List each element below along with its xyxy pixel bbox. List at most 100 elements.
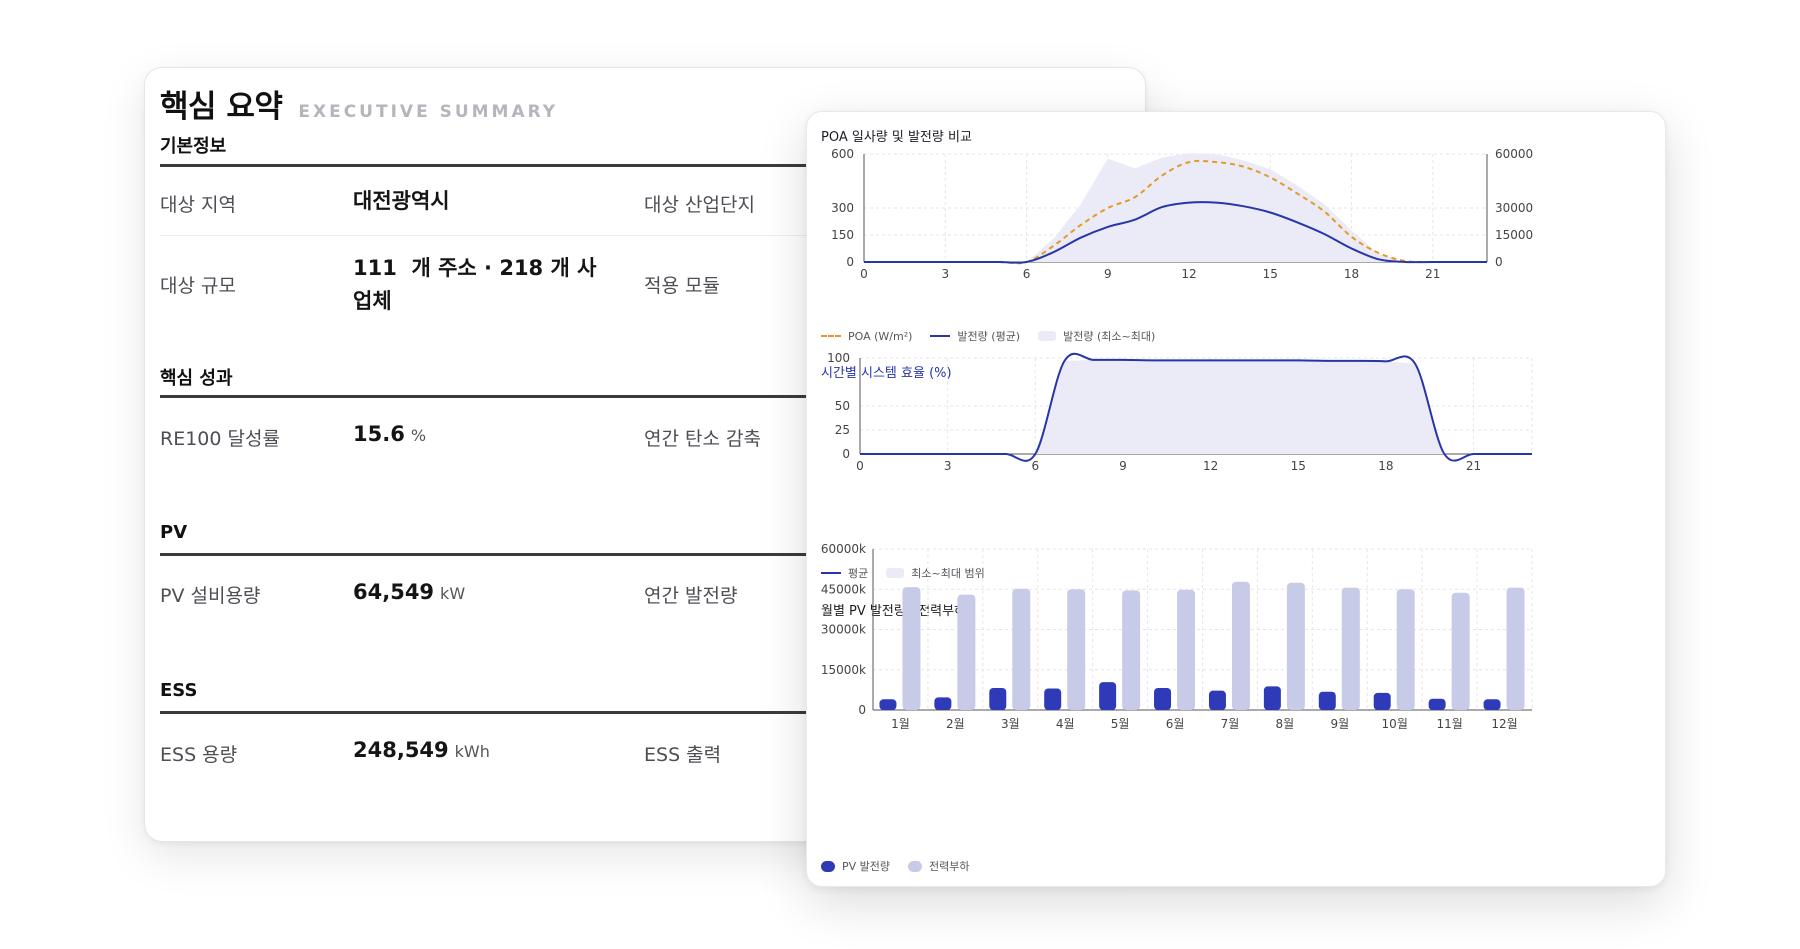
dashed-line-swatch (821, 335, 841, 337)
y-tick-label: 45000k (821, 582, 866, 596)
monthly-chart-title: 월별 PV 발전량 · 전력부하 (821, 604, 967, 619)
y-tick-label: 50 (835, 399, 850, 413)
legend-generation-avg: 발전량 (평균) (930, 328, 1020, 344)
pv-capacity-unit: kW (440, 584, 466, 603)
legend-efficiency-avg: 평균 (821, 565, 868, 581)
ess-capacity-value: 248,549 kWh (353, 738, 490, 762)
power-load-bar (1451, 592, 1470, 710)
month-tick-label: 5월 (1111, 717, 1130, 731)
month-tick-label: 8월 (1276, 717, 1295, 731)
month-tick-label: 3월 (1001, 717, 1020, 731)
x-tick-label: 6 (1023, 267, 1031, 281)
monthly-chart-legend: PV 발전량 전력부하 (821, 858, 970, 874)
scale-label: 대상 규모 (160, 275, 236, 297)
y-tick-label: 0 (842, 447, 850, 461)
ess-capacity-unit: kWh (454, 742, 490, 761)
section-heading-pv: PV (160, 522, 188, 543)
y-tick-label-left: 150 (831, 228, 854, 242)
dot-swatch (821, 860, 835, 872)
power-load-bar (1012, 588, 1031, 710)
pv-generation-bar (989, 687, 1007, 710)
power-load-bar (902, 587, 921, 710)
poa-chart-legend: POA (W/m²) 발전량 (평균) 발전량 (최소~최대) (821, 328, 1155, 344)
region-value: 대전광역시 (353, 189, 450, 213)
x-tick-label: 15 (1291, 459, 1306, 473)
x-tick-label: 15 (1263, 267, 1278, 281)
y-tick-label: 25 (835, 423, 850, 437)
industrial-complex-label: 대상 산업단지 (644, 194, 755, 216)
efficiency-range-area (860, 359, 1532, 454)
y-tick-label: 30000k (821, 623, 866, 637)
month-tick-label: 10월 (1382, 717, 1408, 731)
x-tick-label: 3 (944, 459, 952, 473)
x-tick-label: 9 (1104, 267, 1112, 281)
section-divider (160, 164, 1145, 167)
x-tick-label: 9 (1119, 459, 1127, 473)
x-tick-label: 3 (941, 267, 949, 281)
month-tick-label: 9월 (1330, 717, 1349, 731)
y-tick-label: 0 (858, 703, 866, 717)
y-tick-label-right: 30000 (1495, 201, 1533, 215)
dot-swatch (908, 860, 923, 872)
summary-header: 핵심 요약 EXECUTIVE SUMMARY (160, 81, 558, 126)
re100-value: 15.6% (353, 422, 427, 446)
generation-range-area (864, 153, 1487, 262)
power-load-bar (957, 594, 976, 710)
section-divider (160, 553, 1145, 556)
power-load-bar (1231, 581, 1250, 710)
month-tick-label: 11월 (1436, 717, 1462, 731)
scale-value-line2: 업체 (353, 289, 392, 313)
y-tick-label: 15000k (821, 663, 866, 677)
power-load-bar (1286, 582, 1305, 710)
power-load-bar (1067, 589, 1086, 710)
month-tick-label: 7월 (1221, 717, 1240, 731)
line-swatch (821, 572, 841, 574)
y-tick-label: 60000k (821, 542, 866, 556)
summary-subtitle: EXECUTIVE SUMMARY (298, 102, 559, 122)
x-tick-label: 0 (860, 267, 868, 281)
y-tick-label-left: 0 (846, 255, 854, 269)
charts-card: POA 일사량 및 발전량 비교 시간별 시스템 효율 (%) 월별 PV 발전… (806, 111, 1666, 887)
y-tick-label: 100 (827, 351, 850, 365)
efficiency-avg-line (859, 352, 1532, 462)
pv-generation-bar (1428, 698, 1446, 710)
legend-poa: POA (W/m²) (821, 330, 912, 343)
annual-generation-label: 연간 발전량 (644, 585, 738, 607)
summary-title: 핵심 요약 (160, 89, 283, 125)
month-tick-label: 6월 (1166, 717, 1185, 731)
pv-generation-bar (1373, 692, 1391, 710)
legend-power-load: 전력부하 (908, 858, 970, 874)
power-load-bar (1396, 589, 1415, 710)
efficiency-chart-title: 시간별 시스템 효율 (%) (821, 366, 952, 381)
y-tick-label-left: 300 (831, 201, 854, 215)
pv-generation-bar (1154, 687, 1172, 710)
ess-output-label: ESS 출력 (644, 744, 722, 766)
pv-generation-bar (1263, 686, 1281, 710)
band-swatch (1038, 331, 1057, 341)
legend-generation-range: 발전량 (최소~최대) (1038, 328, 1155, 344)
legend-efficiency-range: 최소~최대 범위 (886, 565, 985, 581)
pv-generation-bar (1318, 691, 1336, 710)
x-tick-label: 21 (1425, 267, 1440, 281)
power-load-bar (1341, 587, 1360, 710)
pv-generation-bar (1099, 682, 1117, 710)
pv-generation-bar (1483, 699, 1501, 710)
power-load-bar (1506, 587, 1525, 710)
x-tick-label: 21 (1466, 459, 1481, 473)
section-divider (160, 711, 1145, 714)
y-tick-label-left: 600 (831, 147, 854, 161)
carbon-reduction-label: 연간 탄소 감축 (644, 428, 761, 450)
x-tick-label: 12 (1203, 459, 1218, 473)
pv-generation-bar (879, 699, 897, 710)
x-tick-label: 18 (1378, 459, 1393, 473)
pv-capacity-value: 64,549 kW (353, 580, 466, 604)
x-tick-label: 18 (1344, 267, 1359, 281)
poa-chart-title: POA 일사량 및 발전량 비교 (821, 130, 972, 145)
pv-capacity-label: PV 설비용량 (160, 585, 261, 607)
re100-unit: % (410, 426, 427, 445)
scale-value-line1: 111 개 주소 · 218 개 사 (353, 256, 597, 280)
region-label: 대상 지역 (160, 194, 236, 216)
power-load-bar (1177, 589, 1196, 710)
section-heading-basic: 기본정보 (160, 136, 227, 157)
